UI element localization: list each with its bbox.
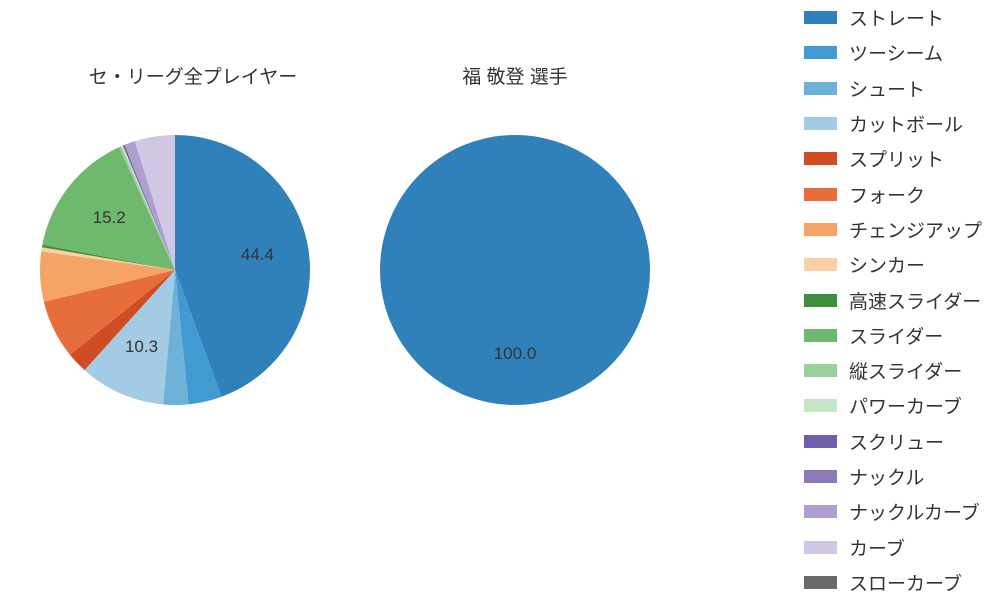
legend-swatch: [804, 505, 837, 518]
pie-slice: [380, 135, 650, 405]
legend-label: ナックルカーブ: [849, 498, 980, 525]
chart-container: セ・リーグ全プレイヤー 福 敬登 選手 44.4 10.3 15.2 100.0 ス…: [0, 0, 1000, 600]
legend-swatch: [804, 11, 837, 24]
pie-slice-label: 15.2: [93, 208, 126, 228]
pie-chart-league: [25, 120, 325, 420]
legend-label: カットボール: [849, 110, 963, 137]
legend-item: スプリット: [804, 141, 982, 176]
legend-swatch: [804, 364, 837, 377]
legend-swatch: [804, 576, 837, 589]
legend-swatch: [804, 470, 837, 483]
legend-item: 高速スライダー: [804, 282, 982, 317]
chart-title-1: セ・リーグ全プレイヤー: [53, 62, 333, 89]
legend-swatch: [804, 399, 837, 412]
legend-swatch: [804, 541, 837, 554]
legend-label: フォーク: [849, 181, 925, 208]
legend-item: 縦スライダー: [804, 353, 982, 388]
legend-item: スローカーブ: [804, 565, 982, 600]
legend-label: スクリュー: [849, 428, 944, 455]
legend-item: ストレート: [804, 0, 982, 35]
legend-label: 高速スライダー: [849, 287, 981, 314]
legend-item: シンカー: [804, 247, 982, 282]
pie-slice-label: 44.4: [241, 245, 274, 265]
legend-swatch: [804, 152, 837, 165]
legend-label: スライダー: [849, 322, 943, 349]
legend-swatch: [804, 223, 837, 236]
legend-item: フォーク: [804, 176, 982, 211]
legend-label: ナックル: [849, 463, 924, 490]
legend-swatch: [804, 329, 837, 342]
legend-swatch: [804, 258, 837, 271]
legend-swatch: [804, 435, 837, 448]
legend-label: シンカー: [849, 251, 925, 278]
legend-item: ナックル: [804, 459, 982, 494]
legend-item: パワーカーブ: [804, 388, 982, 423]
legend-label: 縦スライダー: [849, 357, 962, 384]
legend-label: シュート: [849, 75, 925, 102]
legend-item: スライダー: [804, 318, 982, 353]
legend: ストレートツーシームシュートカットボールスプリットフォークチェンジアップシンカー…: [804, 0, 982, 600]
legend-item: シュート: [804, 71, 982, 106]
legend-swatch: [804, 46, 837, 59]
legend-item: カットボール: [804, 106, 982, 141]
legend-item: カーブ: [804, 529, 982, 564]
pie-slice-label: 100.0: [494, 344, 537, 364]
legend-label: スローカーブ: [849, 569, 962, 596]
legend-label: ツーシーム: [849, 39, 943, 66]
legend-swatch: [804, 82, 837, 95]
legend-label: チェンジアップ: [849, 216, 982, 243]
legend-label: ストレート: [849, 4, 944, 31]
chart-title-2: 福 敬登 選手: [375, 62, 655, 89]
legend-swatch: [804, 188, 837, 201]
pie-chart-player: [365, 120, 665, 420]
legend-label: カーブ: [849, 534, 905, 561]
legend-item: チェンジアップ: [804, 212, 982, 247]
legend-swatch: [804, 294, 837, 307]
pie-slice-label: 10.3: [125, 337, 158, 357]
legend-label: スプリット: [849, 145, 944, 172]
legend-swatch: [804, 117, 837, 130]
legend-item: ツーシーム: [804, 35, 982, 70]
legend-item: ナックルカーブ: [804, 494, 982, 529]
legend-item: スクリュー: [804, 424, 982, 459]
legend-label: パワーカーブ: [849, 392, 962, 419]
